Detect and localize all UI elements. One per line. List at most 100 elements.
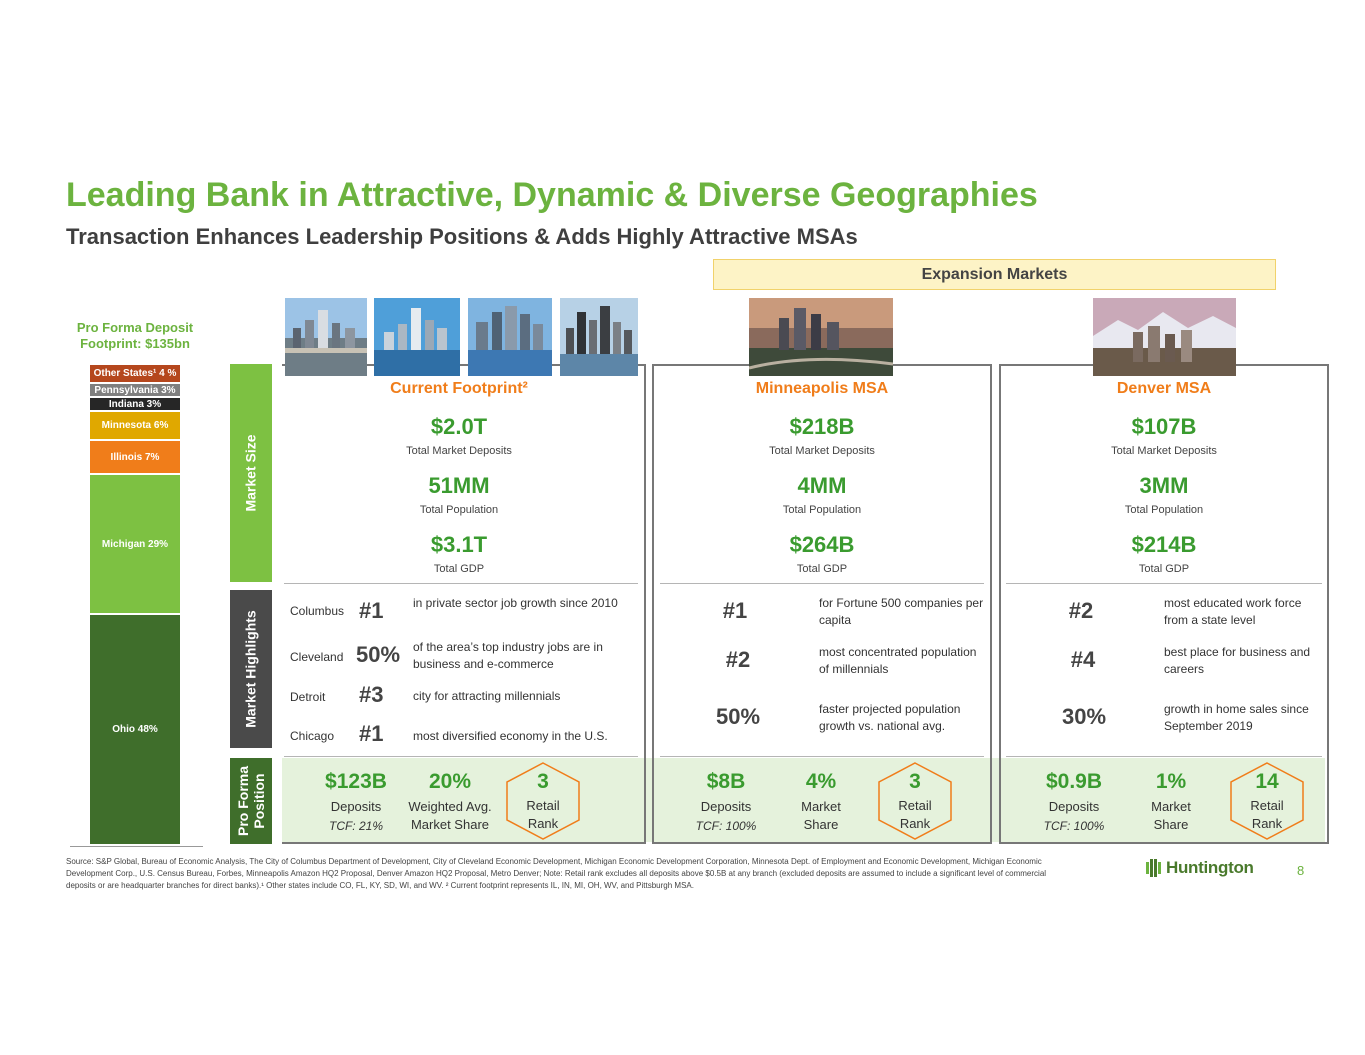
chicago-skyline-photo (560, 298, 638, 376)
minneapolis-pf-share-label-line2: Share (803, 817, 839, 832)
current-pf-rank-label-line2: Rank (527, 816, 559, 831)
page-number: 8 (1297, 863, 1305, 878)
footprint-segment: Ohio 48% (90, 615, 180, 846)
denver-heading: Denver MSA (1116, 380, 1212, 397)
minneapolis-deposits-value: $218B (789, 414, 855, 439)
pro-forma-label: Pro Forma Position (235, 766, 267, 836)
denver-pf-share-label: Market Share (1130, 798, 1212, 834)
current-size-divider (284, 583, 638, 584)
current-pf-deposits-value: $123B (325, 770, 387, 793)
source-footnote: Source: S&P Global, Bureau of Economic A… (66, 857, 1047, 890)
current-rank-hexagon (506, 762, 580, 840)
denver-pf-rank-label-line2: Rank (1251, 816, 1283, 831)
market-size-label: Market Size (243, 434, 260, 512)
minneapolis-pf-tcf: TCF: 100% (695, 819, 757, 833)
current-pf-deposits-label: Deposits (330, 799, 382, 814)
footprint-segment-label: Other States¹ 4 % (93, 368, 177, 379)
denver-hl-text-3: growth in home sales since September 201… (1164, 702, 1309, 733)
market-size-side-label: Market Size (230, 364, 272, 582)
current-hl-num-1: #1 (359, 598, 384, 623)
page-subtitle: Transaction Enhances Leadership Position… (66, 224, 858, 249)
market-highlights-label: Market Highlights (243, 610, 259, 728)
denver-pf-tcf: TCF: 100% (1043, 819, 1105, 833)
deposit-footprint-stacked-bar: Other States¹ 4 % Pennsylvania 3% Indiana … (90, 365, 180, 847)
footprint-title-line1: Pro Forma Deposit (76, 320, 194, 335)
current-deposits-value: $2.0T (430, 414, 488, 439)
footprint-segment-label: Pennsylvania 3% (94, 384, 176, 396)
footprint-segment: Indiana 3% (90, 398, 180, 412)
denver-pf-deposits-value: $0.9B (1045, 770, 1103, 793)
current-pf-share-label: Weighted Avg. Market Share (396, 798, 504, 834)
footprint-segment-label: Minnesota 6% (101, 420, 169, 431)
minneapolis-skyline-photo (749, 298, 893, 376)
current-hl-num-2: 50% (356, 642, 401, 667)
minneapolis-pf-share-label-line1: Market (801, 799, 841, 814)
pro-forma-label-line2: Position (251, 773, 268, 829)
huntington-logo-icon (1146, 859, 1161, 877)
footprint-segment-label: Illinois 7% (110, 451, 160, 463)
current-pf-share-value: 20% (428, 770, 472, 793)
current-pf-rank-label: Retail Rank (503, 797, 583, 833)
current-pf-share-label-line1: Weighted Avg. (408, 799, 492, 814)
minneapolis-hl-num-2: #2 (725, 647, 751, 672)
footprint-segment: Michigan 29% (90, 475, 180, 615)
footprint-segment: Illinois 7% (90, 441, 180, 475)
footprint-segment-label: Indiana 3% (108, 398, 162, 410)
denver-pf-share-label-line1: Market (1151, 799, 1191, 814)
minneapolis-gdp-value: $264B (789, 532, 855, 557)
minneapolis-deposits-label: Total Market Deposits (769, 445, 875, 457)
current-hl-text-2: of the area’s top industry jobs are in b… (413, 640, 603, 671)
footprint-title: Pro Forma Deposit Footprint: $135bn (70, 320, 200, 352)
minneapolis-population-value: 4MM (797, 473, 847, 498)
denver-hl-text-2: best place for business and careers (1164, 645, 1311, 676)
denver-hl-num-3: 30% (1061, 704, 1107, 729)
footprint-segment: Other States¹ 4 % (90, 365, 180, 384)
minneapolis-pf-rank-label-line2: Rank (899, 816, 931, 831)
pro-forma-label-line1: Pro Forma (235, 765, 252, 837)
minneapolis-gdp-label: Total GDP (796, 563, 848, 575)
current-population-label: Total Population (419, 504, 499, 516)
current-hl-text-3: city for attracting millennials (413, 689, 561, 703)
current-deposits-label: Total Market Deposits (406, 445, 512, 457)
minneapolis-size-divider (660, 583, 984, 584)
denver-deposits-value: $107B (1131, 414, 1197, 439)
page-title: Leading Bank in Attractive, Dynamic & Di… (66, 176, 1038, 214)
minneapolis-hl-num-1: #1 (722, 598, 748, 623)
current-gdp-label: Total GDP (433, 563, 485, 575)
footprint-title-line2: Footprint: $135bn (80, 336, 190, 351)
denver-deposits-label: Total Market Deposits (1111, 445, 1217, 457)
minneapolis-rank-hexagon (878, 762, 952, 840)
minneapolis-pf-share-label: Market Share (780, 798, 862, 834)
denver-population-value: 3MM (1139, 473, 1189, 498)
denver-pf-share-label-line2: Share (1153, 817, 1189, 832)
current-hl-text-4: most diversified economy in the U.S. (413, 729, 608, 743)
footprint-segment-label: Michigan 29% (101, 538, 169, 550)
denver-pf-share-value: 1% (1155, 770, 1187, 793)
denver-hl-text-1: most educated work force from a state le… (1164, 596, 1302, 627)
denver-gdp-label: Total GDP (1138, 563, 1190, 575)
pro-forma-band (282, 758, 1325, 842)
minneapolis-hl-text-3: faster projected population growth vs. n… (819, 702, 961, 733)
footprint-segment: Minnesota 6% (90, 412, 180, 441)
current-hl-num-4: #1 (359, 721, 384, 746)
current-gdp-value: $3.1T (430, 532, 488, 557)
huntington-logo-text: Huntington (1166, 858, 1254, 877)
current-hl-text-1: in private sector job growth since 2010 (413, 596, 618, 610)
denver-pf-rank-label-line1: Retail (1250, 798, 1284, 813)
current-footprint-panel (282, 364, 646, 844)
current-hl-city-3: Detroit (290, 690, 326, 704)
detroit-skyline-photo (468, 298, 552, 376)
footprint-segment: Pennsylvania 3% (90, 384, 180, 398)
minneapolis-heading: Minneapolis MSA (755, 380, 889, 397)
cleveland-skyline-photo (374, 298, 460, 376)
denver-rank-hexagon (1230, 762, 1304, 840)
current-hl-city-2: Cleveland (290, 650, 344, 664)
minneapolis-population-label: Total Population (782, 504, 862, 516)
minneapolis-highlights-divider (660, 756, 984, 757)
current-pf-tcf: TCF: 21% (328, 819, 383, 833)
minneapolis-pf-rank-label-line1: Retail (898, 798, 932, 813)
minneapolis-hl-text-1: for Fortune 500 companies per capita (819, 596, 984, 627)
pro-forma-side-label: Pro Forma Position (230, 758, 272, 844)
minneapolis-pf-share-value: 4% (805, 770, 837, 793)
denver-population-label: Total Population (1124, 504, 1204, 516)
